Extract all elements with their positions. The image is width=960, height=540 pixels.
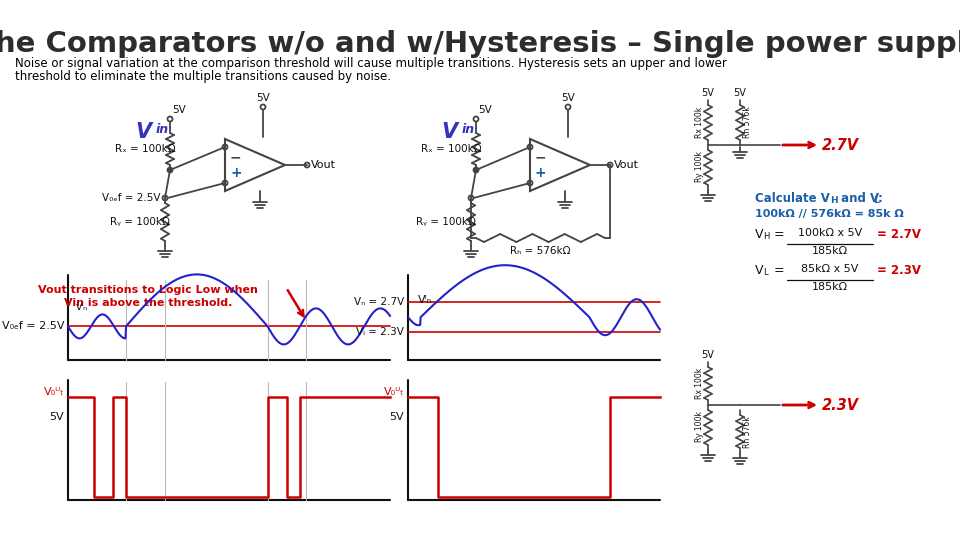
- Text: +: +: [535, 166, 546, 180]
- Text: Calculate V: Calculate V: [755, 192, 829, 205]
- Text: V₀ₑf = 2.5V: V₀ₑf = 2.5V: [2, 321, 64, 332]
- Text: :: :: [878, 192, 883, 205]
- Text: 185kΩ: 185kΩ: [812, 282, 848, 292]
- Text: Rₓ = 100kΩ: Rₓ = 100kΩ: [421, 144, 482, 154]
- Text: Rᵧ = 100kΩ: Rᵧ = 100kΩ: [416, 217, 476, 227]
- Text: Rₓ = 100kΩ: Rₓ = 100kΩ: [115, 144, 176, 154]
- Text: +: +: [230, 166, 242, 180]
- Text: and V: and V: [837, 192, 879, 205]
- Text: threshold to eliminate the multiple transitions caused by noise.: threshold to eliminate the multiple tran…: [15, 70, 391, 83]
- Text: 5V: 5V: [562, 93, 575, 103]
- Text: −: −: [535, 150, 546, 164]
- Text: Vout transitions to Logic Low when
Vin is above the threshold.: Vout transitions to Logic Low when Vin i…: [38, 285, 258, 308]
- Text: 5V: 5V: [256, 93, 270, 103]
- Text: V₀ᵁₜ: V₀ᵁₜ: [43, 387, 64, 397]
- Text: 100kΩ // 576kΩ = 85k Ω: 100kΩ // 576kΩ = 85k Ω: [755, 209, 903, 219]
- Text: Rh 576k: Rh 576k: [743, 416, 753, 448]
- Text: 5V: 5V: [49, 412, 64, 422]
- Circle shape: [167, 167, 173, 172]
- Text: =: =: [770, 228, 784, 241]
- Text: H: H: [763, 232, 769, 241]
- Text: in: in: [462, 123, 475, 136]
- Text: Vout: Vout: [614, 160, 639, 170]
- Text: V: V: [755, 264, 763, 277]
- Text: 5V: 5V: [733, 88, 747, 98]
- Text: 5V: 5V: [702, 350, 714, 360]
- Text: vᴵₙ: vᴵₙ: [76, 302, 88, 312]
- Text: V₀ₑf = 2.5V: V₀ₑf = 2.5V: [103, 193, 161, 203]
- Text: 5V: 5V: [702, 88, 714, 98]
- Text: V₀ᵁₜ: V₀ᵁₜ: [383, 387, 404, 397]
- Text: Ry 100k: Ry 100k: [695, 152, 705, 183]
- Text: V: V: [442, 122, 458, 142]
- Text: −: −: [230, 150, 242, 164]
- Text: 85kΩ x 5V: 85kΩ x 5V: [802, 264, 858, 274]
- Text: 2.7V: 2.7V: [822, 138, 859, 152]
- Text: Rᵧ = 100kΩ: Rᵧ = 100kΩ: [110, 217, 170, 227]
- Text: Noise or signal variation at the comparison threshold will cause multiple transi: Noise or signal variation at the compari…: [15, 57, 727, 70]
- Text: 5V: 5V: [172, 105, 185, 115]
- Text: 185kΩ: 185kΩ: [812, 246, 848, 256]
- Text: Rx 100k: Rx 100k: [695, 106, 705, 138]
- Text: Vout: Vout: [311, 160, 336, 170]
- Text: The Comparators w/o and w/Hysteresis – Single power supply: The Comparators w/o and w/Hysteresis – S…: [0, 30, 960, 58]
- Text: 100kΩ x 5V: 100kΩ x 5V: [798, 228, 862, 238]
- Text: Rx 100k: Rx 100k: [695, 367, 705, 399]
- Text: 2.3V: 2.3V: [822, 397, 859, 413]
- Circle shape: [473, 167, 478, 172]
- Text: 5V: 5V: [390, 412, 404, 422]
- Text: H: H: [830, 196, 838, 205]
- Text: V: V: [136, 122, 152, 142]
- Text: =: =: [770, 264, 784, 277]
- Text: Vₗ = 2.3V: Vₗ = 2.3V: [356, 327, 404, 337]
- Text: Rₕ = 576kΩ: Rₕ = 576kΩ: [511, 246, 571, 256]
- Text: in: in: [156, 123, 169, 136]
- Text: = 2.7V: = 2.7V: [877, 228, 921, 241]
- Text: Rh 576k: Rh 576k: [743, 106, 753, 138]
- Text: L: L: [873, 196, 878, 205]
- Text: Vᴵₙ: Vᴵₙ: [418, 295, 432, 305]
- Text: Ry 100k: Ry 100k: [695, 411, 705, 442]
- Text: V: V: [755, 228, 763, 241]
- Text: Vₙ = 2.7V: Vₙ = 2.7V: [353, 298, 404, 307]
- Text: 5V: 5V: [478, 105, 492, 115]
- Text: L: L: [763, 268, 768, 277]
- Text: = 2.3V: = 2.3V: [877, 264, 921, 277]
